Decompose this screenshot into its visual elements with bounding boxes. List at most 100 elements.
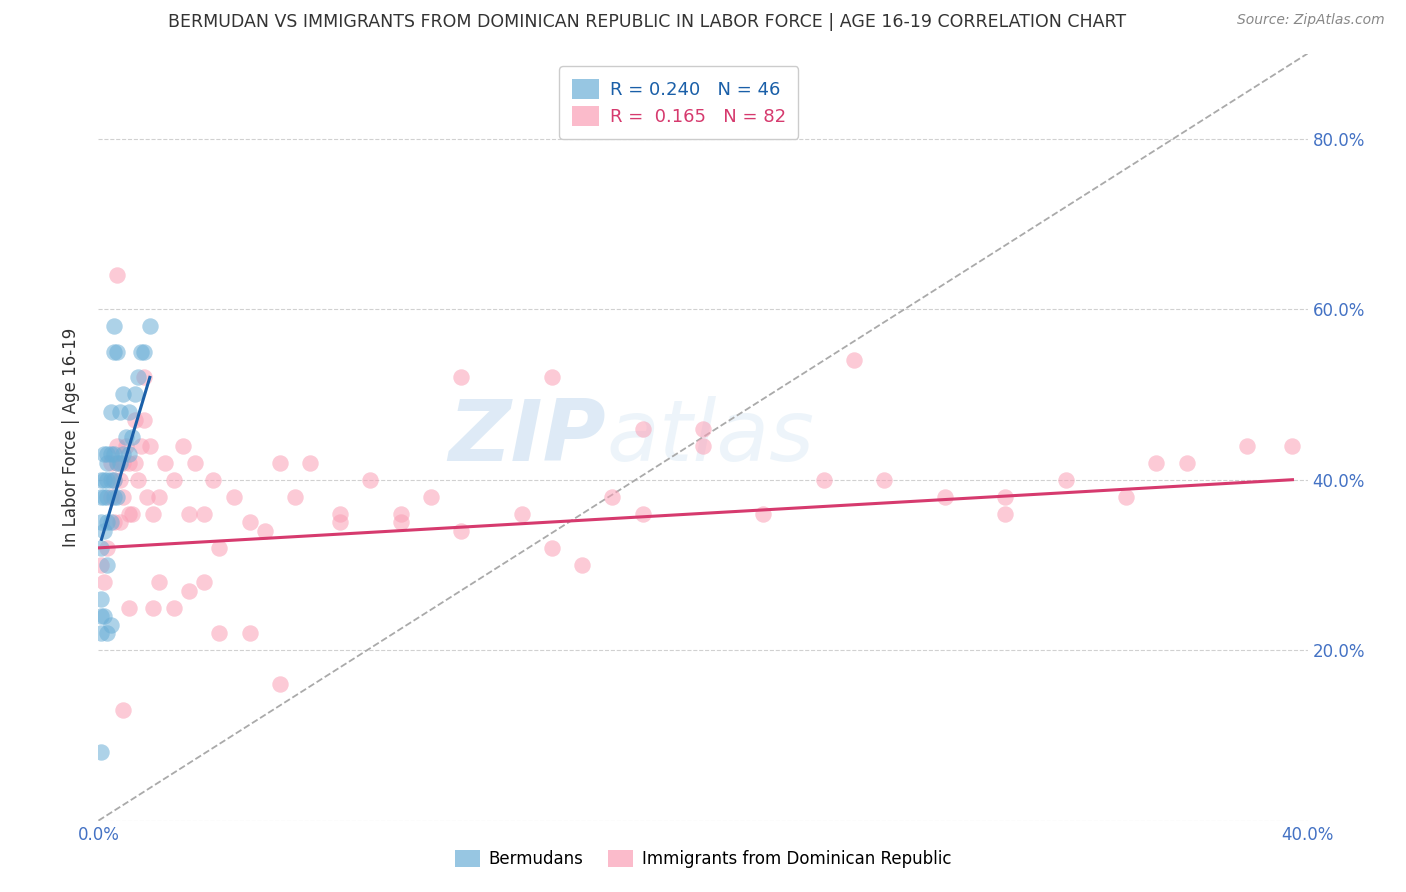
Point bbox=[1281, 439, 1303, 453]
Point bbox=[239, 626, 262, 640]
Point bbox=[100, 447, 122, 461]
Point bbox=[93, 447, 115, 461]
Point bbox=[121, 430, 143, 444]
Point bbox=[540, 370, 562, 384]
Point bbox=[873, 473, 896, 487]
Point bbox=[111, 490, 134, 504]
Point bbox=[139, 439, 162, 453]
Point bbox=[90, 473, 112, 487]
Point bbox=[179, 583, 201, 598]
Point bbox=[129, 439, 152, 453]
Point bbox=[239, 516, 262, 530]
Point bbox=[90, 516, 112, 530]
Point bbox=[96, 541, 118, 555]
Point bbox=[132, 413, 155, 427]
Point bbox=[111, 387, 134, 401]
Point bbox=[184, 456, 207, 470]
Point bbox=[132, 370, 155, 384]
Point bbox=[1144, 456, 1167, 470]
Point bbox=[114, 439, 136, 453]
Point bbox=[100, 617, 122, 632]
Point bbox=[90, 592, 112, 607]
Point bbox=[105, 268, 128, 282]
Point bbox=[127, 370, 149, 384]
Point bbox=[90, 558, 112, 572]
Point bbox=[100, 456, 122, 470]
Point bbox=[450, 524, 472, 538]
Point bbox=[93, 609, 115, 624]
Point bbox=[124, 456, 146, 470]
Point bbox=[934, 490, 956, 504]
Point bbox=[208, 626, 231, 640]
Text: atlas: atlas bbox=[606, 395, 814, 479]
Point bbox=[139, 319, 162, 334]
Point bbox=[389, 507, 412, 521]
Point bbox=[540, 541, 562, 555]
Point bbox=[100, 404, 122, 418]
Y-axis label: In Labor Force | Age 16-19: In Labor Force | Age 16-19 bbox=[62, 327, 80, 547]
Point bbox=[631, 507, 654, 521]
Point bbox=[108, 473, 131, 487]
Point bbox=[105, 456, 128, 470]
Point bbox=[208, 541, 231, 555]
Point bbox=[510, 507, 533, 521]
Point bbox=[253, 524, 276, 538]
Point bbox=[103, 473, 125, 487]
Point bbox=[994, 507, 1017, 521]
Point bbox=[90, 746, 112, 760]
Point bbox=[1175, 456, 1198, 470]
Point bbox=[994, 490, 1017, 504]
Point bbox=[105, 439, 128, 453]
Point bbox=[389, 516, 412, 530]
Point bbox=[96, 558, 118, 572]
Point bbox=[118, 600, 141, 615]
Point bbox=[142, 600, 165, 615]
Text: ZIP: ZIP bbox=[449, 395, 606, 479]
Point bbox=[118, 507, 141, 521]
Point bbox=[224, 490, 246, 504]
Point bbox=[118, 456, 141, 470]
Point bbox=[163, 473, 186, 487]
Point bbox=[105, 344, 128, 359]
Point bbox=[93, 490, 115, 504]
Point bbox=[96, 456, 118, 470]
Point bbox=[93, 574, 115, 589]
Point bbox=[813, 473, 835, 487]
Point bbox=[844, 353, 866, 368]
Point bbox=[127, 473, 149, 487]
Point bbox=[124, 413, 146, 427]
Point bbox=[153, 456, 176, 470]
Point bbox=[193, 574, 215, 589]
Point bbox=[103, 490, 125, 504]
Point bbox=[90, 490, 112, 504]
Point bbox=[108, 456, 131, 470]
Legend: Bermudans, Immigrants from Dominican Republic: Bermudans, Immigrants from Dominican Rep… bbox=[449, 843, 957, 875]
Point bbox=[179, 507, 201, 521]
Point bbox=[118, 404, 141, 418]
Point bbox=[100, 516, 122, 530]
Point bbox=[193, 507, 215, 521]
Point bbox=[121, 507, 143, 521]
Point bbox=[118, 447, 141, 461]
Point bbox=[103, 447, 125, 461]
Point bbox=[103, 516, 125, 530]
Point bbox=[329, 516, 352, 530]
Point bbox=[103, 344, 125, 359]
Point bbox=[111, 456, 134, 470]
Point bbox=[148, 490, 170, 504]
Point bbox=[108, 404, 131, 418]
Point bbox=[100, 490, 122, 504]
Point bbox=[1236, 439, 1258, 453]
Point bbox=[93, 473, 115, 487]
Point bbox=[148, 574, 170, 589]
Point bbox=[90, 626, 112, 640]
Point bbox=[329, 507, 352, 521]
Point bbox=[420, 490, 443, 504]
Text: Source: ZipAtlas.com: Source: ZipAtlas.com bbox=[1237, 13, 1385, 28]
Point bbox=[269, 456, 291, 470]
Legend: R = 0.240   N = 46, R =  0.165   N = 82: R = 0.240 N = 46, R = 0.165 N = 82 bbox=[560, 66, 799, 138]
Point bbox=[96, 490, 118, 504]
Point bbox=[172, 439, 194, 453]
Point bbox=[692, 421, 714, 435]
Point bbox=[571, 558, 593, 572]
